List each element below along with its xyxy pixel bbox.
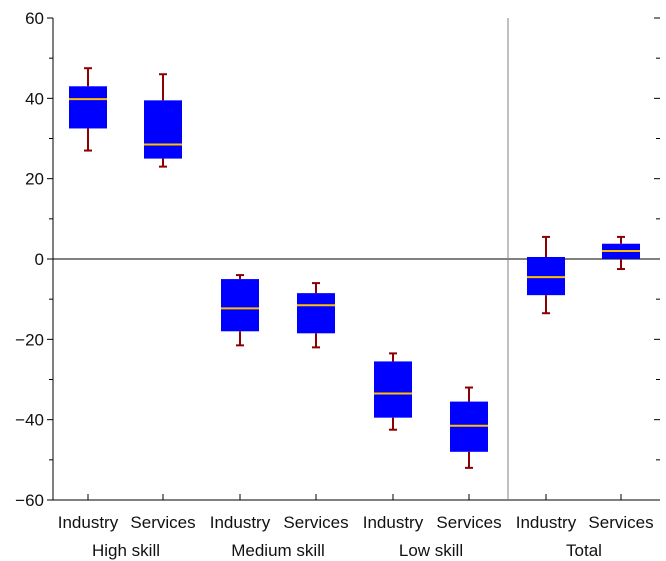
y-tick-label: 20 (25, 170, 44, 189)
x-category-label: Services (436, 513, 501, 532)
y-tick-label: 0 (35, 250, 44, 269)
box-low-skill-industry (374, 361, 412, 418)
x-category-label: Industry (210, 513, 271, 532)
y-tick-label: −60 (15, 491, 44, 510)
x-category-label: Services (130, 513, 195, 532)
x-group-label: Total (566, 541, 602, 560)
box-high-skill-industry (69, 86, 107, 129)
box-total-industry (527, 256, 565, 296)
x-category-label: Services (283, 513, 348, 532)
box-series (69, 67, 640, 469)
x-category-label: Industry (516, 513, 577, 532)
x-group-label: Low skill (399, 541, 463, 560)
x-group-label: Medium skill (231, 541, 325, 560)
box-medium-skill-industry (221, 279, 259, 332)
x-category-label: Industry (363, 513, 424, 532)
axes (47, 17, 660, 501)
x-category-label: Industry (58, 513, 119, 532)
y-tick-label: −20 (15, 330, 44, 349)
x-group-label: High skill (92, 541, 160, 560)
x-category-label: Services (588, 513, 653, 532)
box-medium-skill-services (297, 293, 335, 334)
y-tick-label: 60 (25, 9, 44, 28)
box-low-skill-services (450, 401, 488, 452)
y-tick-label: 40 (25, 89, 44, 108)
axis-labels: −60 −40 −20 0 20 40 60 Industry Services High ski… (15, 9, 653, 560)
y-tick-label: −40 (15, 411, 44, 430)
box-high-skill-services (144, 100, 182, 159)
